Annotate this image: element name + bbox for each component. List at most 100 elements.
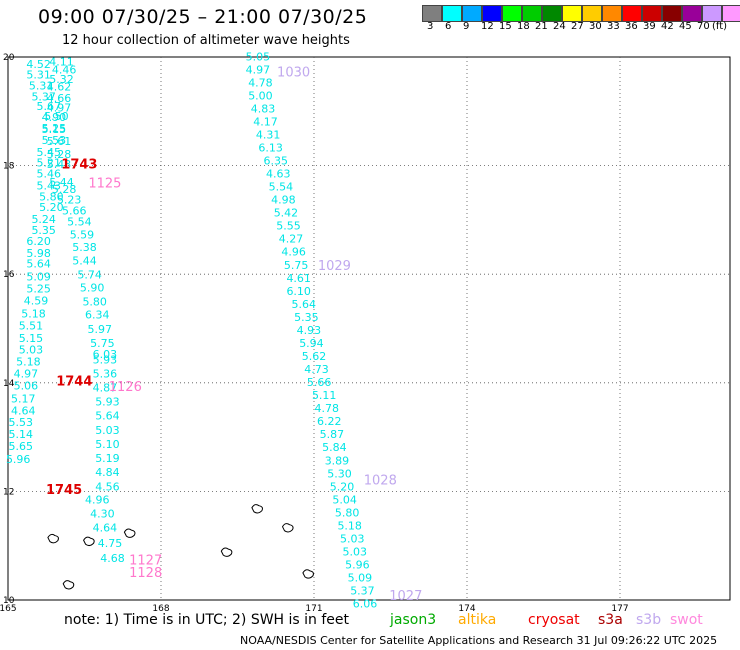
wave-height-label: 5.44 [72, 254, 97, 267]
wave-height-label: 5.93 [93, 353, 118, 366]
pass-time-label: 1744 [56, 375, 92, 390]
wave-height-label: 6.10 [286, 285, 311, 298]
wave-height-label: 4.97 [246, 63, 271, 76]
wave-height-label: 4.87 [93, 381, 118, 394]
legend-item-altika: altika [458, 612, 497, 628]
x-tick-label: 165 [0, 604, 17, 614]
colorbar-label: 21 [535, 21, 548, 32]
colorbar-swatch [562, 5, 582, 22]
colorbar-label: 70 [697, 21, 710, 32]
wave-height-label: 5.96 [345, 559, 370, 572]
wave-height-label: 5.93 [95, 396, 120, 409]
wave-height-label: 5.20 [330, 480, 355, 493]
wave-height-label: 5.20 [39, 201, 64, 214]
island [251, 504, 263, 514]
wave-height-colorbar [422, 5, 740, 22]
colorbar-swatch [722, 5, 740, 22]
colorbar-label: 45 [679, 21, 692, 32]
wave-height-label: 4.97 [14, 367, 39, 380]
pass-time-label: 1127 [129, 554, 162, 569]
wave-height-label: 5.03 [340, 532, 365, 545]
pass-time-label: 1128 [129, 566, 162, 581]
wave-height-label: 5.10 [95, 438, 120, 451]
wave-height-label: 5.19 [95, 452, 120, 465]
colorbar-swatch [502, 5, 522, 22]
pass-time-label: 1743 [61, 157, 97, 172]
wave-height-label: 5.38 [72, 241, 97, 254]
wave-height-label: 4.73 [304, 363, 329, 376]
wave-height-label: 5.80 [335, 506, 360, 519]
wave-height-label: 4.27 [279, 233, 304, 246]
y-tick-label: 10 [3, 596, 15, 606]
map-ticks: 165 168 171 174 177 20 18 16 14 12 10 [0, 53, 629, 614]
wave-height-label: 5.04 [332, 493, 357, 506]
wave-height-label: 5.32 [49, 73, 74, 86]
colorbar-label: 30 [589, 21, 602, 32]
pass-time-label: 1028 [364, 473, 397, 488]
wave-height-label: 6.20 [26, 235, 51, 248]
wave-height-label: 5.05 [246, 50, 271, 63]
island [220, 547, 233, 557]
y-tick-label: 18 [3, 162, 15, 172]
wave-height-label: 5.28 [52, 183, 77, 196]
x-tick-label: 168 [152, 604, 169, 614]
colorbar-swatch [602, 5, 622, 22]
wave-height-label: 5.66 [62, 204, 87, 217]
wave-height-label: 5.06 [14, 379, 39, 392]
colorbar-label: 33 [607, 21, 620, 32]
wave-height-label: 5.64 [95, 410, 120, 423]
wave-height-label: 5.37 [350, 585, 375, 598]
wave-height-label: 5.97 [88, 323, 113, 336]
colorbar-label: 3 [427, 21, 434, 32]
pass-time-label: 1029 [318, 259, 351, 274]
wave-height-label: 5.43 [47, 158, 72, 171]
wave-height-label: 5.64 [292, 298, 317, 311]
colorbar-swatch [702, 5, 722, 22]
wave-height-label: 5.46 [37, 168, 62, 181]
wave-height-label: 6.34 [85, 309, 110, 322]
wave-height-label: 5.30 [327, 467, 352, 480]
wave-height-label: 5.35 [31, 224, 56, 237]
wave-height-label: 5.43 [37, 179, 62, 192]
wave-height-label: 5.18 [337, 519, 362, 532]
wave-height-label: 5.35 [294, 311, 319, 324]
colorbar-label: 15 [499, 21, 512, 32]
colorbar-swatch [482, 5, 502, 22]
colorbar-label: 24 [553, 21, 566, 32]
wave-height-label: 5.15 [42, 123, 67, 136]
x-tick-label: 174 [458, 604, 475, 614]
islands [47, 504, 314, 590]
y-tick-label: 20 [3, 53, 15, 63]
wave-height-label: 6.22 [317, 415, 342, 428]
x-tick-label: 171 [305, 604, 322, 614]
pass-time-label: 1030 [277, 66, 310, 81]
wave-height-label: 4.96 [281, 246, 306, 259]
colorbar-swatch [542, 5, 562, 22]
pass-time-label: 1126 [109, 380, 142, 395]
wave-height-label: 5.36 [93, 367, 118, 380]
wave-height-label: 5.61 [47, 135, 72, 148]
colorbar-swatch [682, 5, 702, 22]
legend-item-swot: swot [670, 612, 703, 628]
wave-height-label: 5.18 [16, 355, 41, 368]
wave-height-label: 4.31 [256, 128, 281, 141]
wave-height-label: 5.75 [90, 337, 115, 350]
colorbar-swatch [442, 5, 462, 22]
wave-height-label: 5.54 [269, 181, 294, 194]
wave-height-label: 4.52 [26, 58, 51, 71]
wave-height-label: 5.37 [31, 90, 56, 103]
wave-height-label: 5.18 [21, 308, 46, 321]
map-grid [8, 57, 730, 600]
colorbar-label: (ft) [712, 21, 728, 32]
wave-height-label: 6.35 [264, 155, 289, 168]
wave-height-label: 4.64 [93, 522, 118, 535]
wave-height-label: 5.98 [26, 247, 51, 260]
island [47, 533, 59, 544]
colorbar-label: 9 [463, 21, 470, 32]
wave-height-label: 4.78 [315, 402, 340, 415]
legend-item-jason3: jason3 [390, 612, 437, 628]
wave-height-label: 5.25 [26, 283, 51, 296]
wave-height-label: 5.75 [284, 259, 309, 272]
